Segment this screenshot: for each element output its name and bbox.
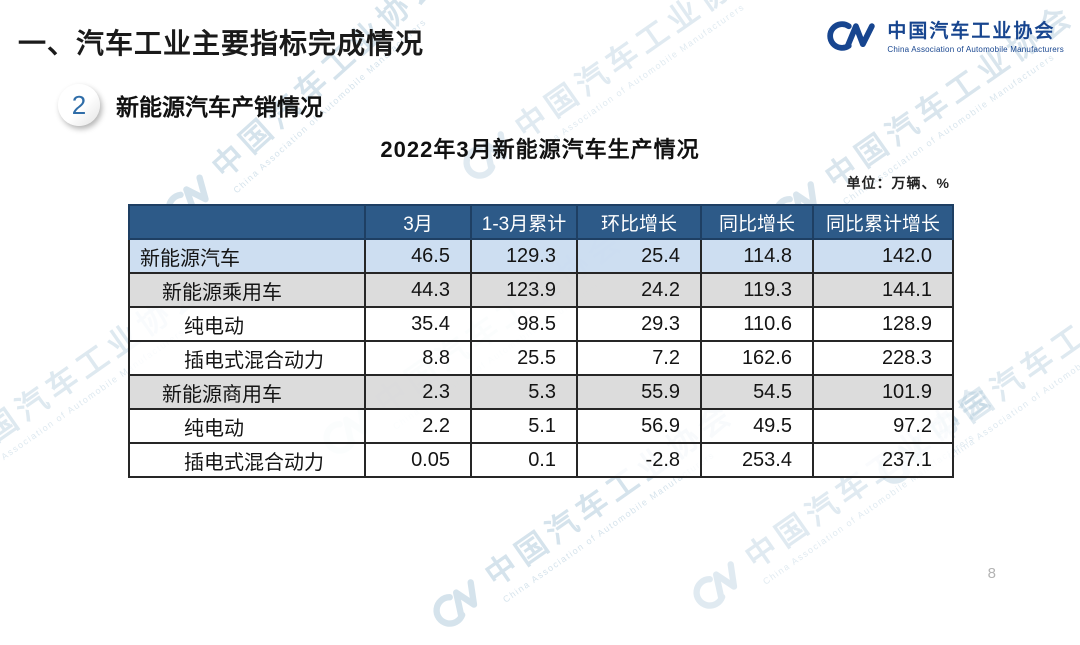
- table-cell: 128.9: [812, 306, 954, 342]
- table-row: 插电式混合动力 0.05 0.1 -2.8 253.4 237.1: [128, 442, 954, 478]
- table-row: 新能源乘用车 44.3 123.9 24.2 119.3 144.1: [128, 272, 954, 308]
- caam-logo-text: 中国汽车工业协会 China Association of Automobile…: [887, 16, 1064, 54]
- column-header: 同比增长: [700, 204, 814, 240]
- table-cell: 110.6: [700, 306, 814, 342]
- page-title: 一、汽车工业主要指标完成情况: [18, 28, 425, 59]
- table-row: 插电式混合动力 8.8 25.5 7.2 162.6 228.3: [128, 340, 954, 376]
- table-cell: 35.4: [364, 306, 472, 342]
- unit-note: 单位：万辆、%: [846, 175, 950, 191]
- table-row: 新能源汽车 46.5 129.3 25.4 114.8 142.0: [128, 238, 954, 274]
- column-header: 3月: [364, 204, 472, 240]
- table-cell: 25.4: [576, 238, 702, 274]
- table-cell: 25.5: [470, 340, 578, 376]
- page-number: 8: [987, 565, 996, 582]
- row-label: 插电式混合动力: [128, 442, 366, 478]
- table-cell: 162.6: [700, 340, 814, 376]
- table-cell: 0.05: [364, 442, 472, 478]
- table-cell: 46.5: [364, 238, 472, 274]
- table-cell: 142.0: [812, 238, 954, 274]
- column-header: 同比累计增长: [812, 204, 954, 240]
- caam-logo-mark-icon: [827, 21, 876, 51]
- slide: 一、汽车工业主要指标完成情况 中国汽车工业协会 China Associatio…: [18, 16, 1064, 582]
- table-cell: 98.5: [470, 306, 578, 342]
- row-label: 新能源乘用车: [128, 272, 366, 308]
- row-label: 新能源商用车: [128, 374, 366, 410]
- section-heading: 2 新能源汽车产销情况: [58, 84, 323, 126]
- table-cell: 237.1: [812, 442, 954, 478]
- table-cell: 24.2: [576, 272, 702, 308]
- table-cell: 144.1: [812, 272, 954, 308]
- column-header: 1-3月累计: [470, 204, 578, 240]
- table-cell: 29.3: [576, 306, 702, 342]
- table-row: 纯电动 35.4 98.5 29.3 110.6 128.9: [128, 306, 954, 342]
- table-cell: 123.9: [470, 272, 578, 308]
- row-label: 纯电动: [128, 408, 366, 444]
- table-row: 纯电动 2.2 5.1 56.9 49.5 97.2: [128, 408, 954, 444]
- table-cell: 228.3: [812, 340, 954, 376]
- table-cell: 5.1: [470, 408, 578, 444]
- table-cell: 8.8: [364, 340, 472, 376]
- column-header: 环比增长: [576, 204, 702, 240]
- logo-name-cn: 中国汽车工业协会: [887, 21, 1056, 42]
- row-label: 新能源汽车: [128, 238, 366, 274]
- table-cell: -2.8: [576, 442, 702, 478]
- table-cell: 7.2: [576, 340, 702, 376]
- table-cell: 2.3: [364, 374, 472, 410]
- table-cell: 97.2: [812, 408, 954, 444]
- table-cell: 101.9: [812, 374, 954, 410]
- table-cell: 114.8: [700, 238, 814, 274]
- table-row: 新能源商用车 2.3 5.3 55.9 54.5 101.9: [128, 374, 954, 410]
- table-cell: 54.5: [700, 374, 814, 410]
- table-cell: 44.3: [364, 272, 472, 308]
- section-title: 新能源汽车产销情况: [116, 94, 323, 120]
- table-cell: 2.2: [364, 408, 472, 444]
- table-title: 2022年3月新能源汽车生产情况: [380, 137, 700, 162]
- caam-logo: 中国汽车工业协会 China Association of Automobile…: [824, 16, 1064, 54]
- nev-production-table: 3月 1-3月累计 环比增长 同比增长 同比累计增长 新能源汽车 46.5 129.3 25.…: [128, 204, 954, 478]
- table-cell: 129.3: [470, 238, 578, 274]
- table-cell: 253.4: [700, 442, 814, 478]
- row-label: 纯电动: [128, 306, 366, 342]
- table-cell: 0.1: [470, 442, 578, 478]
- table-cell: 5.3: [470, 374, 578, 410]
- table-cell: 119.3: [700, 272, 814, 308]
- logo-name-en: China Association of Automobile Manufact…: [887, 45, 1064, 54]
- table-cell: 49.5: [700, 408, 814, 444]
- section-number-badge: 2: [58, 84, 100, 126]
- row-label-column-header: [128, 204, 366, 240]
- row-label: 插电式混合动力: [128, 340, 366, 376]
- table-cell: 55.9: [576, 374, 702, 410]
- table-cell: 56.9: [576, 408, 702, 444]
